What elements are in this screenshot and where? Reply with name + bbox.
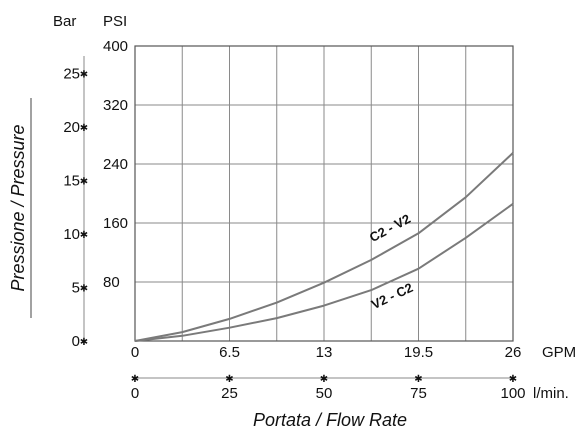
y-axis-title: Pressione / Pressure: [8, 124, 28, 291]
plot-border: [134, 45, 514, 342]
lpm-tick-mark: ✱: [414, 374, 422, 385]
bar-tick-mark: ✱: [80, 230, 88, 241]
bar-tick-label: 15: [63, 173, 80, 190]
curve-label-v2-c2: V2 - C2: [369, 280, 415, 312]
bar-tick-label: 0: [72, 333, 80, 350]
psi-tick-label: 80: [103, 274, 120, 291]
gpm-unit-label: GPM: [542, 344, 576, 361]
x-axis-title: Portata / Flow Rate: [253, 410, 407, 430]
lpm-tick-mark: ✱: [131, 374, 139, 385]
gpm-tick-label: 0: [131, 344, 139, 361]
lpm-tick-mark: ✱: [225, 374, 233, 385]
lpm-tick-mark: ✱: [320, 374, 328, 385]
bar-tick-label: 5: [72, 280, 80, 297]
bar-unit-label: Bar: [53, 13, 76, 30]
lpm-tick-label: 0: [131, 385, 139, 402]
bar-tick-mark: ✱: [80, 177, 88, 188]
psi-tick-label: 160: [103, 215, 128, 232]
lpm-unit-label: l/min.: [533, 385, 569, 402]
lpm-tick-label: 100: [500, 385, 525, 402]
curve-v2-c2: [134, 202, 514, 342]
bar-tick-label: 20: [63, 119, 80, 136]
gpm-tick-label: 13: [316, 344, 333, 361]
psi-unit-label: PSI: [103, 13, 127, 30]
gpm-tick-label: 6.5: [219, 344, 240, 361]
gpm-tick-label: 26: [505, 344, 522, 361]
psi-tick-label: 400: [103, 38, 128, 55]
curve-c2-v2: [134, 152, 514, 342]
gpm-tick-label: 19.5: [404, 344, 433, 361]
bar-tick-mark: ✱: [80, 70, 88, 81]
psi-tick-label: 320: [103, 97, 128, 114]
lpm-tick-label: 75: [410, 385, 427, 402]
bar-tick-label: 10: [63, 226, 80, 243]
lpm-tick-label: 50: [316, 385, 333, 402]
bar-tick-mark: ✱: [80, 284, 88, 295]
bar-tick-mark: ✱: [80, 123, 88, 134]
chart-grid: [135, 46, 513, 341]
bar-tick-mark: ✱: [80, 337, 88, 348]
lpm-tick-mark: ✱: [509, 374, 517, 385]
x-axes: 0 6.5 13 19.5 26 GPM✱0✱25✱50✱75✱100 l/min.: [131, 344, 576, 402]
lpm-tick-label: 25: [221, 385, 238, 402]
bar-tick-label: 25: [63, 66, 80, 83]
plot-frame: [134, 45, 514, 342]
psi-tick-label: 240: [103, 156, 128, 173]
